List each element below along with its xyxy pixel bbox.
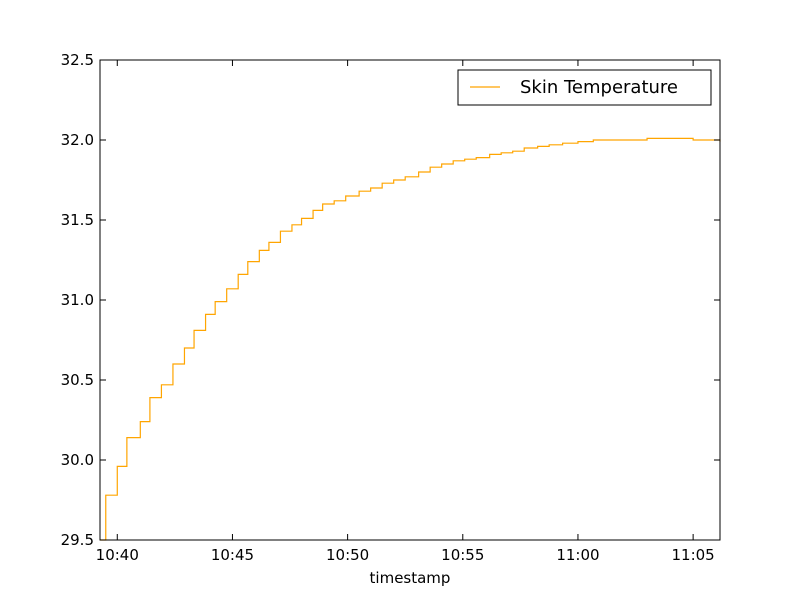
x-tick-label: 10:40: [96, 546, 139, 564]
y-tick-label: 32.0: [61, 131, 94, 149]
x-tick-label: 11:00: [556, 546, 599, 564]
series-layer: [100, 137, 721, 541]
y-tick-label: 32.5: [61, 51, 94, 69]
y-tick-label: 31.0: [61, 291, 94, 309]
x-tick-label: 11:05: [672, 546, 715, 564]
x-tick-label: 10:45: [211, 546, 254, 564]
plot-area: [100, 60, 720, 540]
x-axis-label: timestamp: [370, 569, 451, 587]
legend-label-skin-temperature: Skin Temperature: [520, 77, 678, 98]
axis-layer: 10:40 10:45 10:50 10:55 11:00 11:05 29.5 30.0 30…: [61, 51, 720, 564]
x-tick-label: 10:55: [441, 546, 484, 564]
plot-frame: [99, 59, 721, 541]
series-line-skin-temperature: [100, 137, 721, 541]
y-tick-label: 29.5: [61, 531, 94, 549]
legend: Skin Temperature: [457, 69, 712, 106]
y-tick-label: 30.5: [61, 371, 94, 389]
legend-box: [457, 69, 712, 106]
y-tick-label: 30.0: [61, 451, 94, 469]
y-tick-label: 31.5: [61, 211, 94, 229]
x-tick-label: 10:50: [326, 546, 369, 564]
